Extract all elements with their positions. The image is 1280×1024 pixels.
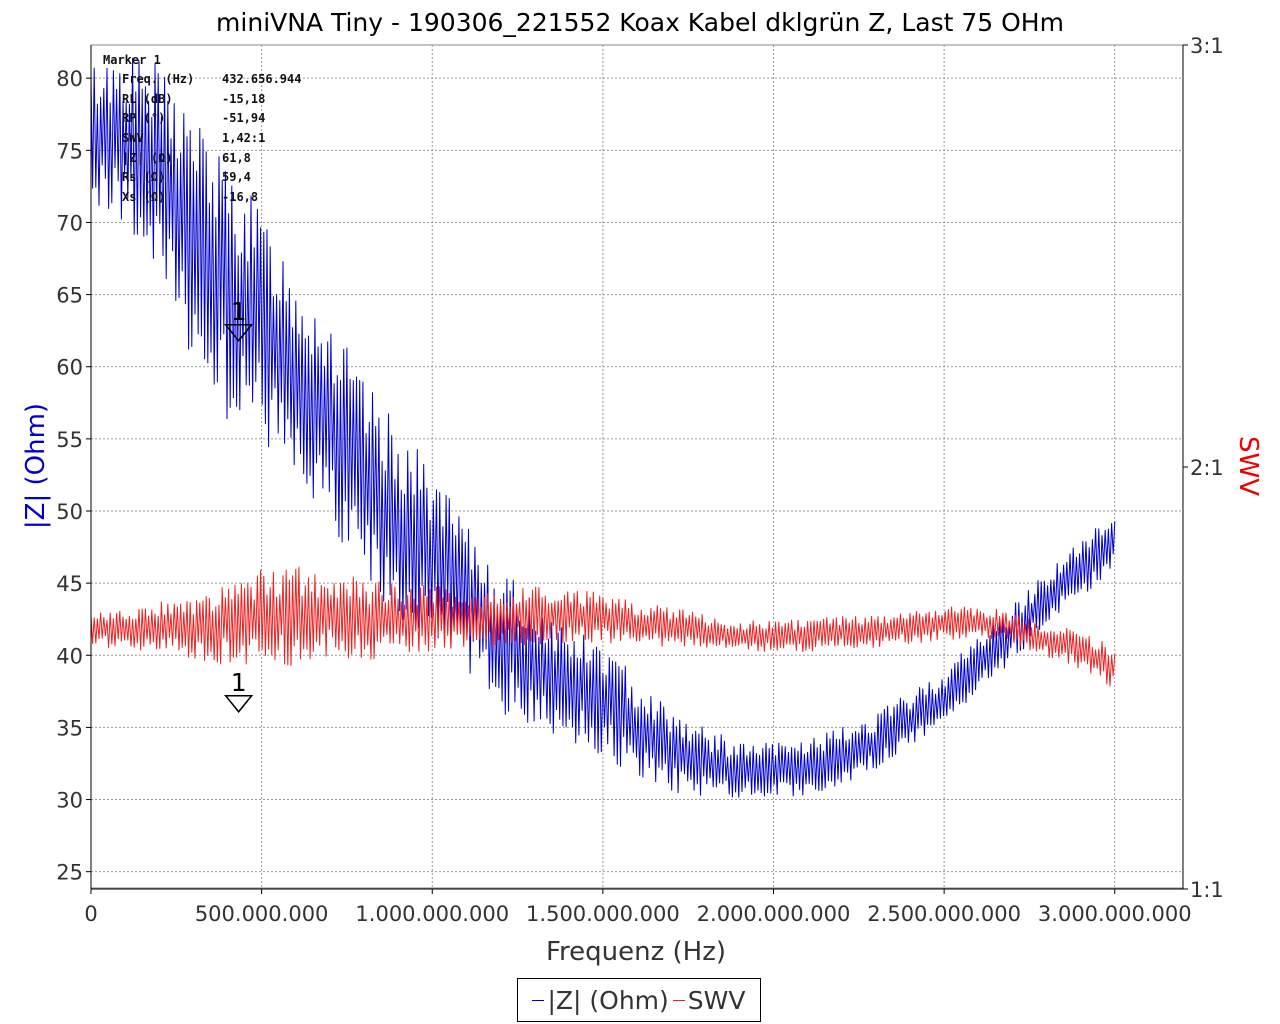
marker-layer: 11: [224, 297, 254, 713]
y-left-tick-label: 60: [56, 356, 83, 380]
marker-row-value: 61,8: [222, 151, 251, 165]
y-left-tick-label: 25: [56, 861, 83, 885]
x-tick-label: 1.500.000.000: [526, 902, 680, 926]
x-tick-label: 500.000.000: [195, 902, 329, 926]
marker-row-label: Freq. (Hz): [122, 72, 194, 86]
legend-label-z: |Z| (Ohm): [547, 985, 669, 1015]
marker-row-value: -51,94: [222, 111, 265, 125]
y-left-tick-label: 45: [56, 572, 83, 596]
marker-row-label: Rs (Ω): [122, 170, 165, 184]
y-left-tick-label: 40: [56, 644, 83, 668]
marker-triangle: [224, 695, 254, 713]
y-left-label: |Z| (Ohm): [21, 403, 51, 529]
series-layer: [90, 57, 1116, 798]
y-left-tick-label: 55: [56, 428, 83, 452]
y-left-ticks: 25 30 35 40 45 50 55 60 65 70 75 80: [56, 67, 91, 885]
legend-item-z: |Z| (Ohm): [532, 985, 669, 1015]
y-left-tick-label: 65: [56, 284, 83, 308]
x-tick-label: 0: [84, 902, 97, 926]
series-line-swv: [90, 566, 1116, 687]
marker-row-value: -15,18: [222, 92, 265, 106]
marker-row-label: Xs (Ω): [122, 190, 165, 204]
marker-row-value: 59,4: [222, 170, 251, 184]
legend-swatch-z: [532, 999, 545, 1001]
y-right-ticks: 1:1 2:1 3:1: [1183, 34, 1224, 902]
marker-box-title: Marker 1: [103, 53, 161, 67]
marker-label: 1: [231, 668, 247, 697]
marker-row-label: |Z| (Ω): [122, 151, 173, 165]
marker-row-label: RP (°): [122, 111, 165, 125]
y-right-tick-label: 2:1: [1190, 456, 1224, 480]
x-axis-label: Frequenz (Hz): [546, 937, 726, 967]
marker-label: 1: [231, 297, 247, 326]
marker-row-label: RL (dB): [122, 92, 173, 106]
legend: |Z| (Ohm) SWV: [517, 978, 761, 1022]
y-left-tick-label: 70: [56, 211, 83, 235]
y-left-tick-label: 30: [56, 789, 83, 813]
legend-swatch-swv: [672, 999, 685, 1001]
y-right-tick-label: 1:1: [1190, 878, 1224, 902]
y-left-tick-label: 35: [56, 716, 83, 740]
legend-item-swv: SWV: [672, 985, 746, 1015]
y-right-tick-label: 3:1: [1190, 34, 1224, 58]
x-tick-label: 1.000.000.000: [355, 902, 509, 926]
grid: [91, 45, 1183, 889]
marker-row-value: -16,8: [222, 190, 258, 204]
marker-row-label: SWV: [122, 131, 144, 145]
x-ticks: 0 500.000.000 1.000.000.000 1.500.000.000 2.…: [84, 889, 1192, 926]
marker-row-value: 1,42:1: [222, 131, 265, 145]
y-left-tick-label: 80: [56, 67, 83, 91]
marker-info-box: Marker 1 Freq. (Hz) 432.656.944 RL (dB) …: [103, 53, 301, 204]
series-line-z: [90, 57, 1116, 798]
y-left-tick-label: 50: [56, 500, 83, 524]
legend-label-swv: SWV: [687, 985, 746, 1015]
marker-triangle: [224, 324, 254, 342]
y-right-label: SWV: [1233, 436, 1263, 496]
plot-area: [90, 44, 1184, 889]
x-tick-label: 2.500.000.000: [867, 902, 1021, 926]
marker-row-value: 432.656.944: [222, 72, 301, 86]
y-left-tick-label: 75: [56, 139, 83, 163]
x-tick-label: 2.000.000.000: [697, 902, 851, 926]
x-tick-label: 3.000.000.000: [1038, 902, 1192, 926]
chart-title: miniVNA Tiny - 190306_221552 Koax Kabel …: [216, 8, 1064, 37]
